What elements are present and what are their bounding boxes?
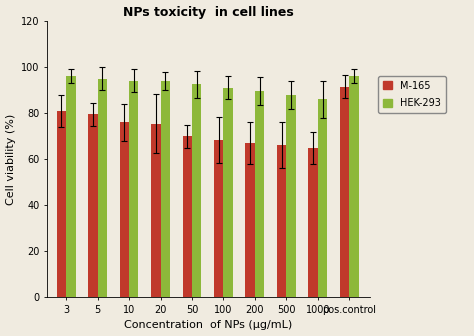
Bar (151, 124, 161, 297)
Bar (98, 79, 107, 297)
Bar (340, 87, 349, 297)
Bar (309, 148, 318, 297)
Bar (214, 140, 223, 297)
Bar (161, 81, 170, 297)
Y-axis label: Cell viability (%): Cell viability (%) (6, 114, 16, 205)
Bar (349, 76, 359, 297)
Bar (277, 145, 286, 297)
Bar (57, 111, 66, 297)
Bar (246, 143, 255, 297)
Legend: M-165, HEK-293: M-165, HEK-293 (378, 76, 446, 113)
Bar (255, 91, 264, 297)
Bar (223, 88, 233, 297)
Bar (66, 76, 75, 297)
Bar (129, 81, 138, 297)
Bar (286, 95, 296, 297)
Bar (88, 114, 98, 297)
Bar (192, 84, 201, 297)
Title: NPs toxicity  in cell lines: NPs toxicity in cell lines (123, 6, 294, 18)
X-axis label: Concentration  of NPs (µg/mL): Concentration of NPs (µg/mL) (124, 321, 292, 330)
Bar (119, 122, 129, 297)
Bar (182, 136, 192, 297)
Bar (318, 99, 327, 297)
